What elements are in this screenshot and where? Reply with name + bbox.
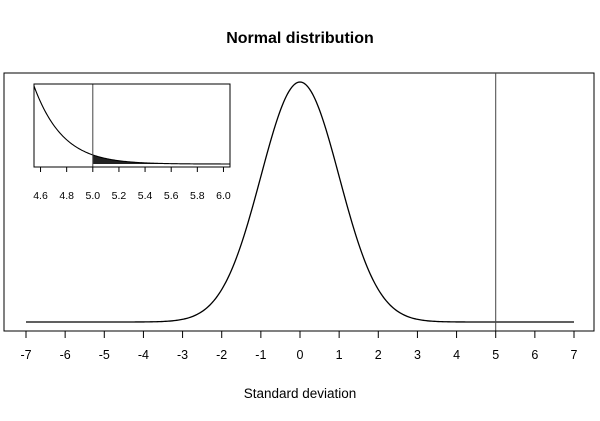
inset-x-tick-label: 6.0 xyxy=(216,190,231,202)
inset-plot: 4.6 4.8 5.0 5.2 5.4 5.6 5.8 6.0 xyxy=(33,83,231,202)
x-tick-label: -6 xyxy=(60,348,71,362)
inset-x-tick-label: 5.8 xyxy=(190,190,205,202)
x-tick-label: -5 xyxy=(99,348,110,362)
x-tick-label: -2 xyxy=(216,348,227,362)
inset-x-tick-label: 4.8 xyxy=(59,190,74,202)
inset-density-curve xyxy=(33,85,230,165)
x-tick-label: 0 xyxy=(297,348,304,362)
chart-title: Normal distribution xyxy=(226,30,374,47)
inset-x-tick-label: 5.6 xyxy=(164,190,179,202)
x-axis-label: Standard deviation xyxy=(244,386,357,401)
density-curve xyxy=(26,81,574,323)
x-tick-label: -1 xyxy=(255,348,266,362)
x-tick-label: 7 xyxy=(571,348,578,362)
x-tick-label: 2 xyxy=(375,348,382,362)
x-tick-label: -7 xyxy=(20,348,31,362)
main-plot xyxy=(26,73,574,331)
x-tick-label: -3 xyxy=(177,348,188,362)
inset-x-tick-label: 4.6 xyxy=(33,190,48,202)
inset-frame xyxy=(33,83,231,168)
x-tick-label: 6 xyxy=(531,348,538,362)
x-tick-label: 5 xyxy=(492,348,499,362)
x-tick-label: 4 xyxy=(453,348,460,362)
inset-x-tick-label: 5.0 xyxy=(85,190,100,202)
x-tick-label: -4 xyxy=(138,348,149,362)
inset-x-tick-label: 5.2 xyxy=(112,190,127,202)
inset-x-tick-label: 5.4 xyxy=(138,190,153,202)
x-tick-label: 1 xyxy=(336,348,343,362)
x-tick-label: 3 xyxy=(414,348,421,362)
x-axis: -7 -6 -5 -4 -3 -2 -1 0 1 2 3 4 5 6 7 xyxy=(20,330,578,362)
